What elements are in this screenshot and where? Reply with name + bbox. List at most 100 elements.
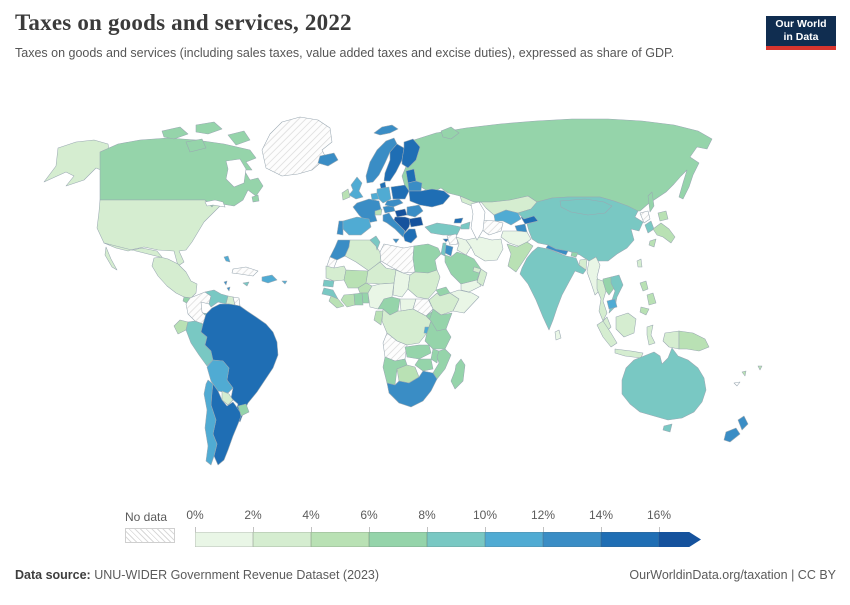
country-hungary[interactable]: [394, 208, 408, 218]
country-antilles[interactable]: [226, 286, 231, 292]
country-poland[interactable]: [390, 184, 410, 200]
country-senegal[interactable]: [322, 279, 335, 288]
country-mauritania[interactable]: [325, 265, 347, 282]
country-chad[interactable]: [392, 269, 411, 298]
country-egypt[interactable]: [412, 243, 442, 274]
legend-swatch-4[interactable]: [427, 532, 485, 547]
country-ghana[interactable]: [353, 292, 364, 306]
country-zimbabwe[interactable]: [414, 358, 434, 372]
country-uae[interactable]: [472, 266, 482, 274]
country-yemen[interactable]: [460, 279, 482, 293]
country-alaska[interactable]: [43, 139, 111, 187]
country-antilles[interactable]: [223, 280, 228, 286]
legend-swatch-6[interactable]: [543, 532, 601, 547]
country-togo-benin[interactable]: [361, 292, 370, 304]
country-south-korea[interactable]: [644, 220, 655, 234]
country-ireland[interactable]: [341, 188, 351, 201]
country-sumatra[interactable]: [596, 320, 618, 348]
country-czech-slovakia[interactable]: [384, 198, 404, 208]
country-new-zealand[interactable]: [737, 415, 749, 431]
country-tasmania[interactable]: [662, 423, 673, 433]
country-romania[interactable]: [406, 204, 424, 218]
country-iceland[interactable]: [317, 152, 339, 167]
country-guinea[interactable]: [321, 287, 339, 300]
country-venezuela[interactable]: [204, 289, 229, 308]
country-fiji[interactable]: [757, 365, 763, 371]
country-malawi[interactable]: [430, 348, 440, 364]
country-bhutan[interactable]: [570, 251, 579, 258]
country-belarus[interactable]: [407, 180, 423, 192]
country-oman[interactable]: [476, 268, 488, 287]
country-france[interactable]: [352, 198, 382, 224]
country-baltics[interactable]: [405, 168, 417, 184]
legend-swatch-8[interactable]: [659, 532, 701, 547]
country-gabon-congo[interactable]: [373, 310, 384, 326]
legend-swatch-1[interactable]: [253, 532, 311, 547]
country-svalbard[interactable]: [373, 124, 399, 136]
country-madagascar[interactable]: [450, 358, 466, 390]
country-australia[interactable]: [621, 347, 707, 421]
country-somalia[interactable]: [449, 289, 480, 314]
country-china[interactable]: [517, 196, 644, 262]
country-borneo[interactable]: [615, 312, 637, 338]
license-label[interactable]: CC BY: [797, 568, 836, 582]
country-newfoundland[interactable]: [251, 194, 260, 203]
country-jamaica[interactable]: [242, 281, 250, 287]
country-paraguay[interactable]: [221, 390, 234, 406]
country-portugal[interactable]: [336, 220, 344, 236]
country-zambia[interactable]: [404, 344, 432, 360]
country-bangladesh[interactable]: [578, 258, 588, 271]
country-jordan[interactable]: [444, 244, 454, 257]
country-cambodia[interactable]: [606, 298, 618, 310]
country-arctic-island[interactable]: [195, 121, 223, 135]
country-georgia[interactable]: [453, 217, 464, 224]
country-syria[interactable]: [446, 233, 459, 246]
country-java[interactable]: [614, 348, 644, 359]
legend-swatch-5[interactable]: [485, 532, 543, 547]
country-sicily[interactable]: [392, 238, 400, 244]
country-greenland[interactable]: [261, 116, 333, 177]
country-sulawesi[interactable]: [646, 324, 656, 346]
country-new-zealand[interactable]: [723, 427, 741, 443]
country-chile[interactable]: [203, 379, 218, 466]
country-mongolia[interactable]: [559, 198, 613, 216]
country-japan[interactable]: [657, 210, 669, 222]
country-philippines[interactable]: [639, 280, 649, 292]
country-uk[interactable]: [348, 176, 364, 200]
country-italy[interactable]: [382, 212, 406, 238]
country-armenia-azerbaijan[interactable]: [460, 221, 471, 230]
owid-logo[interactable]: Our World in Data: [766, 16, 836, 50]
country-hispaniola[interactable]: [261, 274, 278, 284]
country-baja-california[interactable]: [104, 246, 118, 271]
country-greece[interactable]: [402, 228, 418, 244]
country-cuba[interactable]: [231, 266, 259, 277]
legend-swatch-3[interactable]: [369, 532, 427, 547]
country-puerto-rico[interactable]: [281, 280, 288, 285]
country-south-africa[interactable]: [386, 370, 438, 408]
legend-swatch-2[interactable]: [311, 532, 369, 547]
country-turkmenistan[interactable]: [480, 219, 504, 236]
country-mexico[interactable]: [103, 242, 198, 299]
country-cyprus[interactable]: [442, 238, 450, 243]
country-ecuador[interactable]: [173, 319, 189, 335]
country-sakhalin[interactable]: [647, 191, 655, 213]
legend-no-data-swatch[interactable]: [125, 528, 175, 543]
owid-link[interactable]: OurWorldinData.org/taxation: [629, 568, 788, 582]
country-new-caledonia[interactable]: [733, 381, 741, 387]
country-arctic-island[interactable]: [227, 130, 251, 146]
country-iran[interactable]: [465, 236, 504, 262]
country-india[interactable]: [519, 246, 587, 331]
country-sierra-leone-liberia[interactable]: [328, 295, 345, 309]
country-ukraine[interactable]: [408, 188, 451, 208]
country-spain[interactable]: [342, 216, 372, 236]
legend-swatch-7[interactable]: [601, 532, 659, 547]
country-bulgaria[interactable]: [408, 216, 424, 228]
country-philippines[interactable]: [639, 306, 650, 316]
country-bolivia[interactable]: [206, 359, 234, 394]
country-arctic-island[interactable]: [185, 138, 207, 153]
country-nepal[interactable]: [545, 244, 569, 256]
country-germany[interactable]: [376, 186, 392, 204]
legend-no-data[interactable]: No data: [125, 510, 185, 543]
country-sri-lanka[interactable]: [554, 329, 562, 341]
country-finland[interactable]: [401, 138, 421, 169]
